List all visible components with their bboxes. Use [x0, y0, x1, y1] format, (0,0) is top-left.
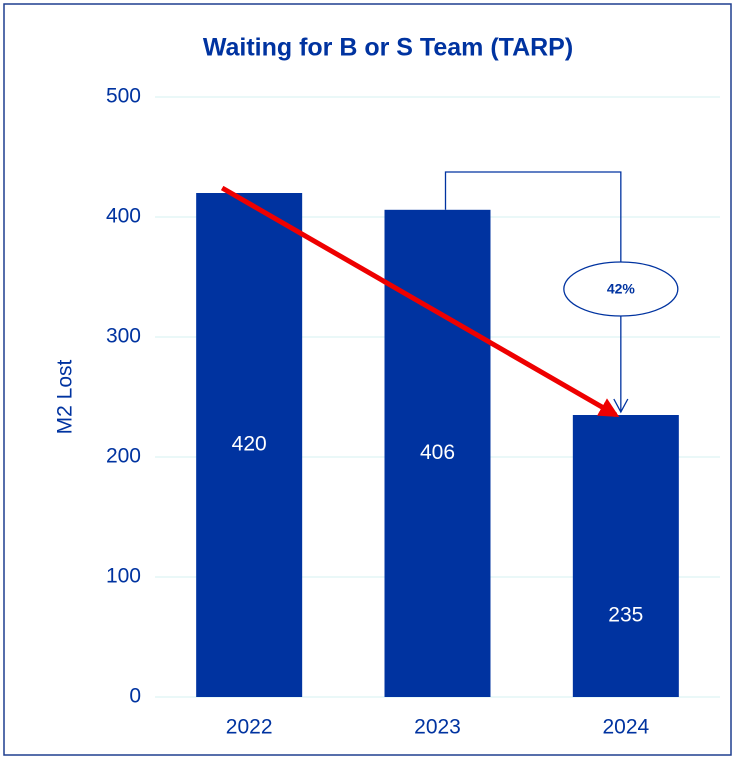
chart-title: Waiting for B or S Team (TARP) — [203, 34, 573, 62]
y-tick-label: 100 — [106, 565, 141, 588]
value-label: 406 — [420, 441, 455, 464]
annotation-text: 42% — [607, 281, 636, 297]
y-axis-label: M2 Lost — [54, 359, 77, 434]
y-tick-label: 400 — [106, 205, 141, 228]
x-tick-label: 2022 — [226, 716, 273, 739]
y-tick-label: 200 — [106, 445, 141, 468]
bar — [196, 193, 303, 697]
value-label: 420 — [232, 433, 267, 456]
y-tick-label: 500 — [106, 85, 141, 108]
x-tick-label: 2023 — [414, 716, 461, 739]
x-tick-label: 2024 — [602, 716, 649, 739]
trend-arrow — [220, 185, 620, 418]
value-label: 235 — [608, 604, 643, 627]
bar — [572, 415, 679, 697]
annotation-bubble — [563, 261, 679, 317]
y-tick-label: 300 — [106, 325, 141, 348]
y-tick-label: 0 — [129, 685, 141, 708]
